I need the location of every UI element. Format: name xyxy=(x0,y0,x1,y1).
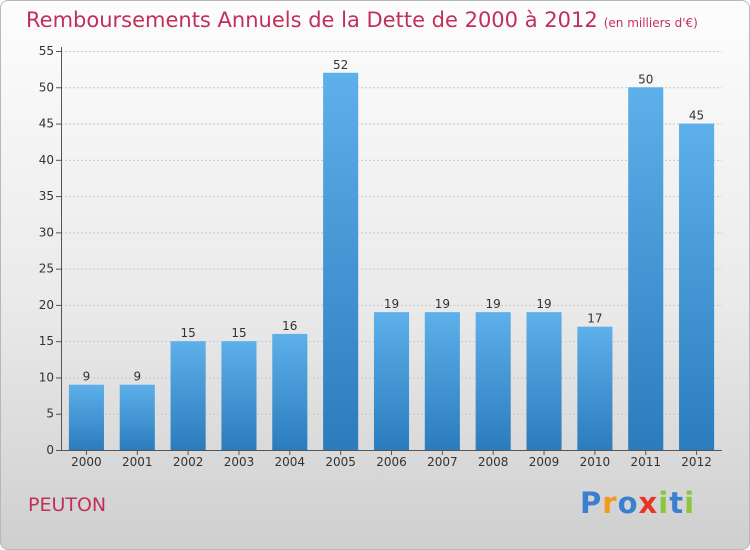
bar xyxy=(526,312,562,450)
bar xyxy=(68,384,104,450)
value-label: 15 xyxy=(180,326,195,340)
y-tick-label: 0 xyxy=(46,443,54,457)
x-tick-label: 2012 xyxy=(681,455,712,469)
value-label: 52 xyxy=(333,58,348,72)
bar xyxy=(679,123,715,450)
x-tick-label: 2002 xyxy=(173,455,204,469)
value-label: 16 xyxy=(282,319,297,333)
bar xyxy=(323,72,359,450)
x-tick-label: 2007 xyxy=(427,455,458,469)
axes xyxy=(56,47,722,455)
logo-letter: P xyxy=(580,486,603,520)
bar xyxy=(628,87,664,450)
x-tick-label: 2008 xyxy=(478,455,509,469)
chart-title: Remboursements Annuels de la Dette de 20… xyxy=(26,8,698,32)
x-tick-label: 2005 xyxy=(325,455,356,469)
x-tick-label: 2011 xyxy=(630,455,661,469)
value-label: 17 xyxy=(587,312,602,326)
logo-letter: i xyxy=(658,486,670,520)
chart-title-text: Remboursements Annuels de la Dette de 20… xyxy=(26,8,598,32)
y-tick-label: 15 xyxy=(39,334,54,348)
y-tick-label: 45 xyxy=(39,117,54,131)
value-label: 19 xyxy=(435,297,450,311)
y-tick-label: 40 xyxy=(39,153,54,167)
y-tick-label: 30 xyxy=(39,225,54,239)
value-label: 15 xyxy=(231,326,246,340)
x-tick-label: 2003 xyxy=(224,455,255,469)
y-tick-label: 5 xyxy=(46,407,54,421)
labels: 0 5 10 15 20 25 30 35 40 45 50 55 9 2000 9 2001 15 2002 15… xyxy=(39,44,712,469)
y-tick-label: 25 xyxy=(39,262,54,276)
bar xyxy=(221,341,257,450)
bar xyxy=(272,333,308,450)
bar xyxy=(577,326,613,450)
y-tick-label: 35 xyxy=(39,189,54,203)
value-label: 9 xyxy=(83,370,91,384)
logo-letter: i xyxy=(684,486,696,520)
x-tick-label: 2009 xyxy=(529,455,560,469)
value-label: 19 xyxy=(384,297,399,311)
bar xyxy=(475,312,511,450)
value-label: 45 xyxy=(689,109,704,123)
logo-letter: o xyxy=(617,486,639,520)
x-tick-label: 2004 xyxy=(275,455,306,469)
y-tick-label: 10 xyxy=(39,370,54,384)
bar xyxy=(170,341,206,450)
bar xyxy=(424,312,460,450)
y-tick-label: 55 xyxy=(39,44,54,58)
logo-letter: t xyxy=(669,486,685,520)
x-tick-label: 2000 xyxy=(71,455,102,469)
bar xyxy=(119,384,155,450)
value-label: 50 xyxy=(638,72,653,86)
logo-letter: x xyxy=(638,486,659,520)
x-tick-label: 2010 xyxy=(580,455,611,469)
y-tick-label: 20 xyxy=(39,298,54,312)
bars xyxy=(68,72,715,450)
value-label: 19 xyxy=(536,297,551,311)
value-label: 19 xyxy=(486,297,501,311)
chart-unit: (en milliers d'€) xyxy=(603,16,698,30)
commune-name: PEUTON xyxy=(28,494,107,516)
y-tick-label: 50 xyxy=(39,80,54,94)
bar xyxy=(373,312,410,450)
x-tick-label: 2006 xyxy=(376,455,407,469)
proxiti-logo: Proxiti xyxy=(580,486,695,520)
logo-letter: r xyxy=(602,486,618,520)
x-tick-label: 2001 xyxy=(122,455,153,469)
value-label: 9 xyxy=(133,370,141,384)
